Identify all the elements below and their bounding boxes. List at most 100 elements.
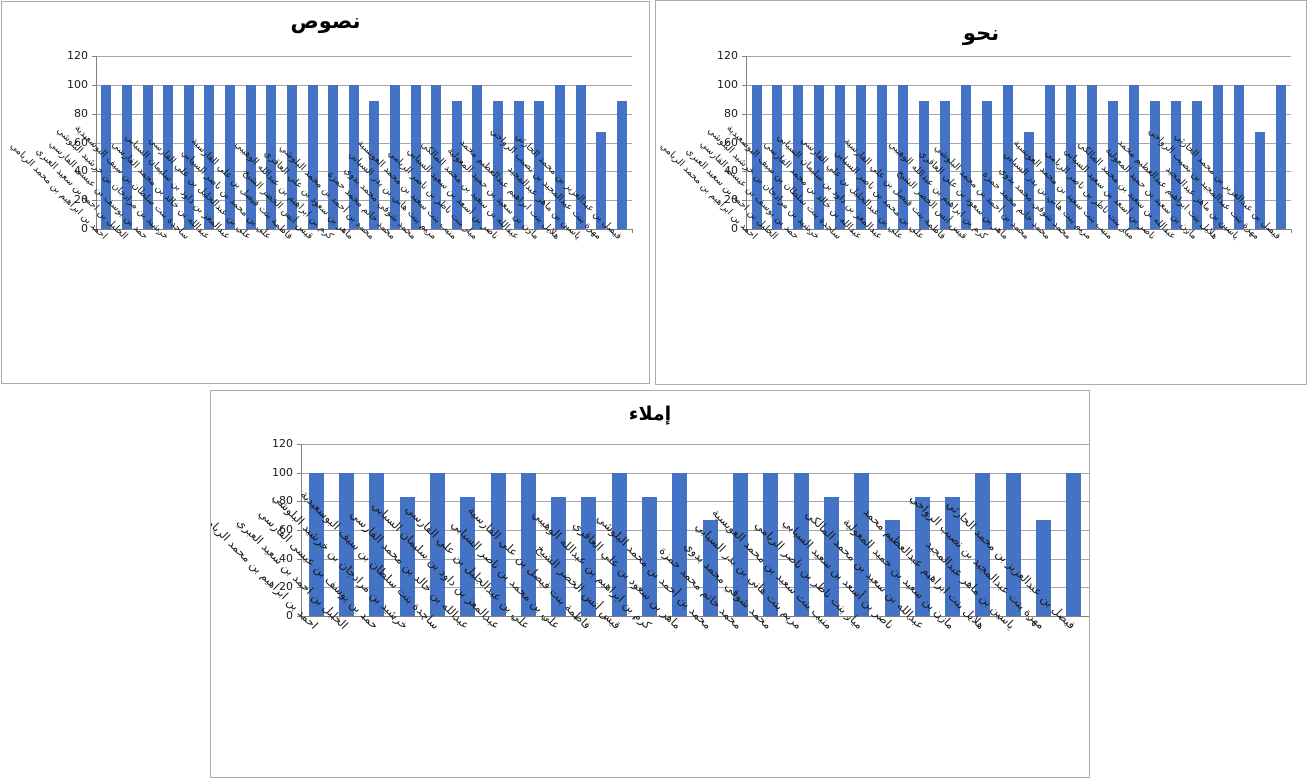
bar-ناصر بن أسعد بن سعيد السيابي	[1149, 100, 1160, 229]
bar-قيس أنس الخضر الشيخ	[611, 472, 627, 616]
bar-مهرة بنت عبدالمجيد بن نصيب الرواحي	[1254, 132, 1265, 229]
gridline	[746, 171, 1291, 173]
bar-كرم بن ابراهيم بن عبدالله الوهيبي	[642, 497, 657, 616]
bar-محمد بن أحمد بن محمد البلوشي	[369, 100, 380, 229]
y-axis-tick	[297, 444, 301, 445]
bar-قيس أنس الخضر الشيخ	[961, 84, 972, 229]
bar-محمد شوقي محمد بدوي	[1065, 84, 1076, 229]
gridline	[301, 558, 1089, 560]
x-axis-tick	[528, 229, 530, 233]
bar-ياسين بن ماهر عبدالمجيد	[1233, 84, 1244, 229]
bar-عبدالله بن سعيد بن محمد المالكي	[1170, 100, 1181, 229]
x-axis-tick	[967, 616, 969, 620]
bar-ساجدة بنت سلطان بن سيف البوسعيدية	[429, 472, 445, 616]
gridline	[746, 113, 1291, 115]
y-axis-tick-label: 120	[717, 49, 738, 62]
x-axis-tick	[767, 229, 768, 233]
y-axis-tick	[92, 171, 96, 173]
bar-عبدالمعز بن داود بن سليمان السيابي	[225, 84, 235, 229]
bar-منيب بنت سعيد بن محمد العويسية	[823, 497, 839, 616]
gridline	[301, 587, 1089, 589]
y-axis-tick-label: 20	[724, 193, 738, 207]
x-axis-tick	[1228, 229, 1230, 233]
x-axis-tick	[1291, 229, 1292, 233]
x-axis-tick	[604, 616, 606, 620]
x-axis-tick	[787, 229, 789, 233]
bar-مريم بنت هاني بن بدر السيابي	[793, 472, 809, 616]
bar-ساجدة بنت سلطان بن سيف البوسعيدية	[835, 84, 846, 229]
y-axis-tick	[742, 200, 746, 202]
y-axis-tick-label: 20	[74, 193, 88, 207]
x-axis-tick	[240, 229, 242, 233]
x-axis-tick	[1102, 229, 1104, 233]
bar-منيب بنت سعيد بن محمد العويسية	[1107, 100, 1118, 229]
bar-مريم بنت هاني بن بدر السيابي	[431, 84, 442, 229]
y-axis-tick-label: 100	[67, 77, 88, 91]
x-axis-tick	[1089, 616, 1090, 620]
x-axis-tick	[829, 229, 831, 233]
x-axis-tick	[1165, 229, 1167, 233]
gridline	[96, 171, 632, 173]
chart-panel-nusus[interactable]: نصوص 0 20 40 60 80 100 120 احمد بن ابراهيم بن م…	[1, 1, 650, 384]
bar-عبدالمعز بن داود بن سليمان السيابي	[877, 84, 888, 229]
x-axis-tick	[913, 229, 915, 233]
chart-title: نصوص	[290, 9, 361, 33]
x-axis-tick	[850, 229, 852, 233]
y-axis-tick	[742, 171, 746, 173]
x-axis-tick	[322, 229, 324, 233]
bar-فاطمة بنت فيصل بن علي الفارسية	[940, 100, 951, 229]
bar-عبدالمعز بن داود بن سليمان السيابي	[490, 472, 506, 616]
bar-كرم بن ابراهيم بن عبدالله الوهيبي	[982, 100, 993, 229]
x-axis-tick	[157, 229, 159, 233]
bar-ميار بنت ناظر بن ناصر الريامي	[472, 84, 483, 229]
bar-ياسين بن ماهر عبدالمجيد	[1005, 472, 1021, 616]
x-axis-tick	[482, 616, 484, 620]
bar-الخليل بن احمد بن سعيد العبري	[772, 84, 783, 229]
x-axis-tick	[907, 616, 909, 620]
x-axis-tick	[219, 229, 221, 233]
x-axis-tick	[934, 229, 936, 233]
chart-panel-imla[interactable]: إملاء 0 20 40 60 80 100 120 احمد بن ابراهيم بن …	[210, 390, 1090, 778]
bar-فاطمة بنت فيصل بن علي الفارسية	[286, 84, 297, 229]
bar-هلايل بنت ابراهيم عبدالعظيم محمد	[975, 472, 991, 616]
x-axis-tick	[1058, 616, 1060, 620]
x-axis-tick	[116, 229, 118, 233]
x-axis-tick	[302, 229, 304, 233]
gridline	[746, 56, 1291, 57]
bar-محمد بن أحمد بن محمد البلوشي	[702, 520, 718, 616]
y-axis-tick-label: 60	[74, 135, 88, 149]
chart-panel-nahw[interactable]: نحو 0 20 40 60 80 100 120 احمد بن ابراهيم بن مح…	[655, 0, 1307, 385]
x-axis-tick	[725, 616, 727, 620]
bar-منيب بنت سعيد بن محمد العويسية	[451, 100, 462, 229]
y-axis-tick-label: 40	[74, 164, 88, 178]
x-axis-tick	[543, 616, 545, 620]
bar-محمد حاتم محمد حمزة	[389, 84, 400, 229]
bar-فيصل بن عبدالعزيز بن محمد الحارثي	[1066, 472, 1082, 616]
y-axis-tick-label: 120	[67, 49, 88, 62]
x-axis-tick	[1039, 229, 1041, 233]
bar-فيصل بن عبدالعزيز بن محمد الحارثي	[1275, 84, 1286, 229]
bar-علي بن عبدالجليل بن علي الفارسي	[898, 84, 909, 229]
x-axis-tick	[998, 616, 1000, 620]
gridline	[96, 113, 632, 115]
x-axis-line	[96, 229, 632, 230]
gridline	[301, 444, 1089, 445]
bar-هلايل بنت ابراهيم عبدالعظيم محمد	[554, 84, 565, 229]
x-axis-tick	[937, 616, 939, 620]
bar-علي بن محمد بن ناصر السيابي	[919, 100, 930, 229]
bar-مريم بنت هاني بن بدر السيابي	[1086, 84, 1097, 229]
bar-مهرة بنت عبدالمجيد بن نصيب الرواحي	[1036, 520, 1051, 616]
x-axis-tick	[755, 616, 757, 620]
y-axis-tick	[742, 113, 746, 115]
x-axis-tick	[634, 616, 636, 620]
x-axis-tick	[871, 229, 873, 233]
x-axis-tick	[260, 229, 262, 233]
x-axis-tick	[422, 616, 424, 620]
x-axis-tick	[1060, 229, 1062, 233]
x-axis-tick	[1018, 229, 1020, 233]
bar-خرشيد بن مرادجان بن خرشيد البلوشي	[163, 84, 174, 229]
bar-خرشيد بن مرادجان بن خرشيد البلوشي	[814, 84, 825, 229]
y-axis-tick-label: 120	[272, 437, 293, 450]
y-axis-tick	[742, 142, 746, 144]
x-axis-tick	[1270, 229, 1271, 233]
